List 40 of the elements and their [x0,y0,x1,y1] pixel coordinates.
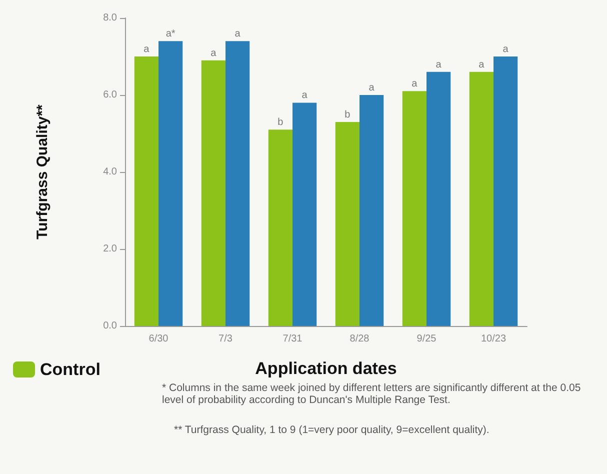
bar [268,130,292,326]
y-tick-label: 0.0 [103,320,118,332]
data-label: a [368,82,375,94]
bar [201,60,226,326]
y-tick-label: 8.0 [103,12,118,24]
x-tick-label: 6/30 [148,334,169,344]
data-label: a [502,44,509,55]
y-tick-label: 2.0 [103,244,118,254]
legend-label: Control [40,360,100,379]
data-label: b [278,117,284,128]
x-tick-label: 10/23 [480,334,506,344]
x-axis-title: Application dates [255,359,397,378]
data-label: a [144,44,150,55]
x-tick-label: 7/3 [218,334,233,344]
data-label: b [344,109,351,120]
y-tick-label: 6.0 [103,90,118,100]
bar [360,95,384,326]
bar [134,56,158,326]
data-label: a [302,90,308,102]
y-axis-title: Turfgrass Quality** [34,104,51,240]
data-label: a [210,48,217,59]
data-label: a [436,59,442,70]
data-label: a [478,59,485,70]
y-tick-label: 4.0 [103,166,118,178]
bar [469,72,494,326]
bar [494,56,518,326]
data-label: a [234,28,241,40]
bar [158,41,183,326]
data-label: a* [166,28,176,40]
bar [292,102,317,326]
text: ** Turfgrass Quality, 1 to 9 (1=very poor quality, 9=excellent quality). [174,424,490,436]
x-tick-label: 8/28 [350,334,370,344]
bar [335,122,360,326]
bar [226,41,250,326]
bar [402,91,426,326]
text: * Columns in the same week joined by different letters are significantly different at the 0.05 level of probability according to Duncan's Multiple Range Test. [162,382,584,406]
x-tick-label: 9/25 [416,334,437,344]
x-tick-label: 7/31 [282,334,303,344]
bar [426,72,451,326]
data-label: a [412,78,418,90]
